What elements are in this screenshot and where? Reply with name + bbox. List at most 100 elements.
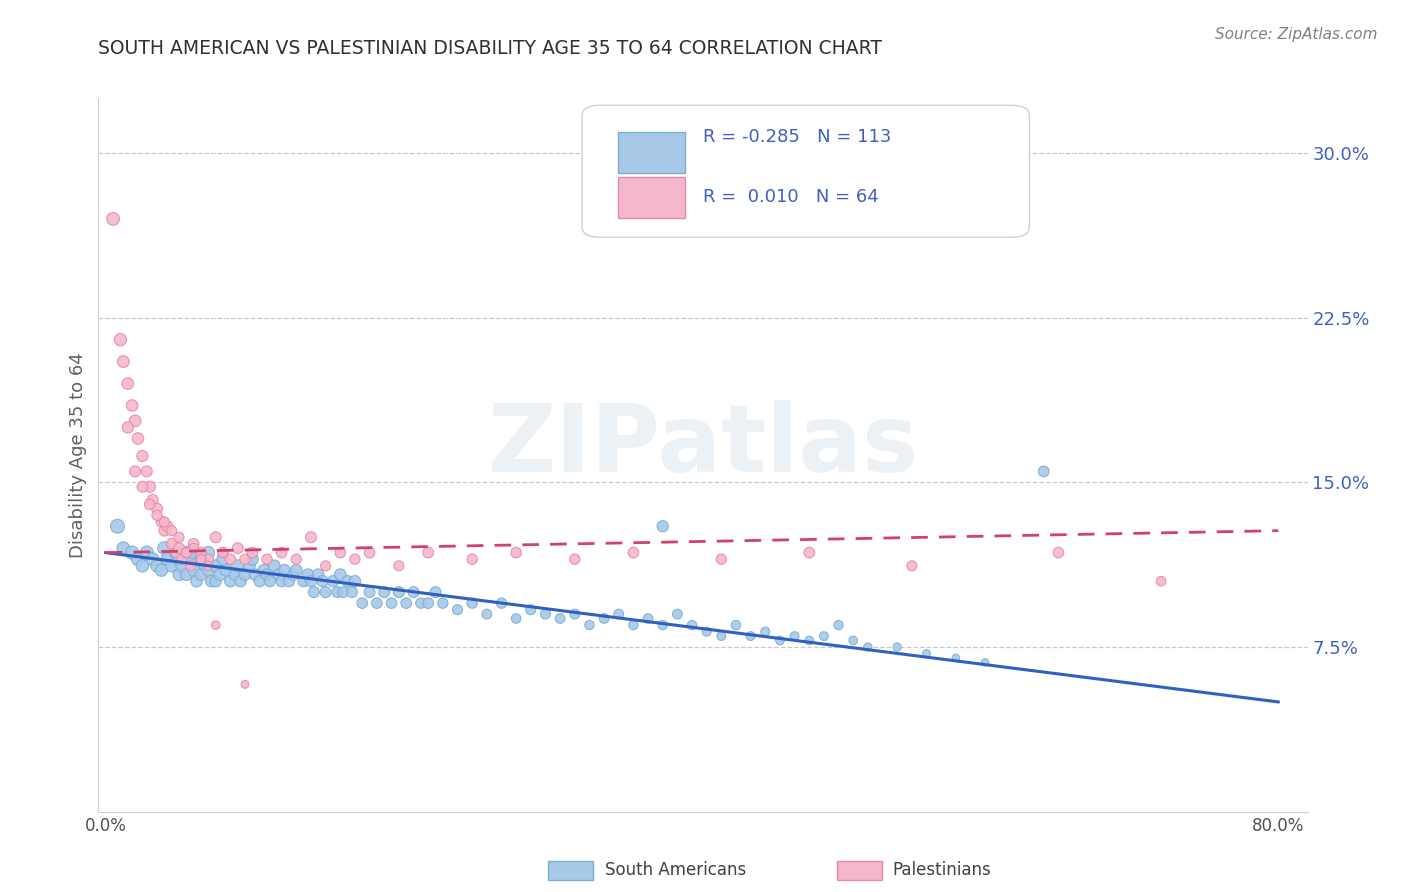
Point [651, 618, 673, 632]
Point [107, 519, 129, 533]
Y-axis label: Disability Age 35 to 64: Disability Age 35 to 64 [69, 352, 87, 558]
Point [146, 508, 169, 523]
Point [146, 501, 169, 516]
Point [974, 656, 997, 670]
Point [135, 464, 157, 478]
Point [769, 633, 792, 648]
Point [183, 541, 205, 556]
Point [197, 558, 219, 573]
Point [204, 618, 226, 632]
Point [224, 567, 246, 582]
Point [240, 546, 263, 560]
Point [1032, 464, 1054, 478]
Point [267, 567, 290, 582]
Point [249, 574, 271, 589]
Point [329, 567, 352, 582]
Point [1150, 574, 1173, 589]
Point [170, 558, 193, 573]
Point [146, 558, 169, 573]
Point [696, 624, 718, 639]
Point [285, 552, 308, 566]
Point [475, 607, 498, 621]
Point [131, 449, 153, 463]
Point [352, 596, 374, 610]
Point [190, 552, 212, 566]
Point [915, 647, 938, 661]
Point [373, 585, 395, 599]
Point [461, 552, 484, 566]
Point [121, 399, 143, 413]
Point [127, 432, 149, 446]
Bar [619, 177, 685, 218]
Point [273, 563, 295, 577]
Point [190, 552, 212, 566]
Point [593, 611, 616, 625]
Point [578, 618, 600, 632]
Point [564, 552, 586, 566]
Point [233, 567, 256, 582]
Point [710, 629, 733, 643]
Point [534, 607, 557, 621]
Point [302, 585, 325, 599]
Text: Palestinians: Palestinians [893, 861, 991, 879]
Point [215, 563, 238, 577]
Point [270, 574, 292, 589]
Point [901, 558, 924, 573]
Point [194, 558, 217, 573]
Point [710, 552, 733, 566]
Point [183, 563, 205, 577]
Point [124, 414, 146, 428]
Point [520, 603, 543, 617]
Point [190, 567, 212, 582]
Point [315, 558, 337, 573]
Point [167, 530, 190, 544]
Point [240, 552, 263, 566]
Point [326, 585, 349, 599]
Point [212, 546, 235, 560]
Text: R =  0.010   N = 64: R = 0.010 N = 64 [703, 187, 879, 205]
Point [229, 574, 252, 589]
Point [402, 585, 425, 599]
Point [233, 552, 256, 566]
Point [121, 546, 143, 560]
Point [621, 618, 644, 632]
Point [340, 585, 363, 599]
Point [233, 677, 256, 691]
Point [621, 546, 644, 560]
Point [827, 618, 849, 632]
Text: Source: ZipAtlas.com: Source: ZipAtlas.com [1215, 27, 1378, 42]
Point [388, 558, 411, 573]
Point [336, 574, 359, 589]
Point [167, 552, 190, 566]
FancyBboxPatch shape [582, 105, 1029, 237]
Bar [619, 132, 685, 173]
Point [292, 574, 315, 589]
Point [278, 574, 301, 589]
Point [359, 546, 381, 560]
Point [190, 546, 212, 560]
Point [226, 558, 249, 573]
Point [117, 420, 139, 434]
Point [160, 558, 183, 573]
Point [945, 651, 967, 665]
Point [197, 552, 219, 566]
Point [418, 546, 440, 560]
Point [548, 611, 571, 625]
Point [505, 546, 527, 560]
Point [135, 546, 157, 560]
Point [856, 640, 879, 654]
Point [165, 546, 187, 560]
Point [783, 629, 806, 643]
Point [425, 585, 447, 599]
Point [212, 552, 235, 566]
Point [110, 333, 132, 347]
Point [245, 567, 267, 582]
Point [332, 585, 354, 599]
Point [343, 574, 366, 589]
Point [388, 585, 411, 599]
Point [124, 464, 146, 478]
Point [297, 567, 319, 582]
Point [183, 546, 205, 560]
Point [491, 596, 513, 610]
Point [219, 574, 242, 589]
